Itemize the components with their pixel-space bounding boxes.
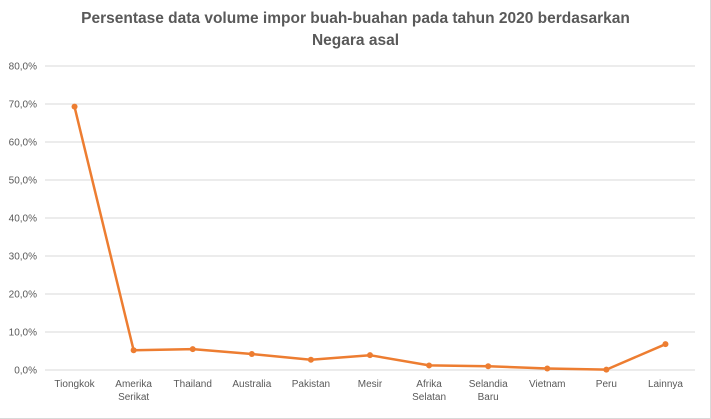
chart-title: Persentase data volume impor buah-buahan… xyxy=(0,8,711,52)
data-point xyxy=(662,341,669,348)
x-tick-label: Australia xyxy=(232,379,271,390)
series-line xyxy=(71,103,669,373)
x-tick-label: Afrika Selatan xyxy=(412,379,446,403)
series-line-path xyxy=(73,105,667,371)
y-tick-label: 30,0% xyxy=(9,252,37,263)
y-tick-label: 10,0% xyxy=(9,328,37,339)
x-tick-label: Tiongkok xyxy=(54,379,95,390)
y-tick-label: 40,0% xyxy=(9,214,37,225)
y-tick-label: 80,0% xyxy=(9,62,37,73)
x-axis-ticks: Tiongkok Amerika Serikat Thailand Australia P… xyxy=(54,379,683,403)
y-tick-label: 50,0% xyxy=(9,176,37,187)
x-tick-label: Selandia Baru xyxy=(469,379,508,403)
data-point xyxy=(485,363,492,370)
x-tick-label: Vietnam xyxy=(529,379,566,390)
y-tick-label: 0,0% xyxy=(14,366,37,377)
y-axis-ticks: 0,0% 10,0% 20,0% 30,0% 40,0% 50,0% 60,0% 70,0% 8… xyxy=(9,62,37,377)
data-point xyxy=(130,347,137,354)
data-point xyxy=(307,356,314,363)
gridlines xyxy=(45,65,695,371)
data-point xyxy=(367,352,373,359)
x-tick-label: Amerika Serikat xyxy=(115,379,152,403)
y-tick-label: 60,0% xyxy=(9,138,37,149)
y-tick-label: 20,0% xyxy=(9,290,37,301)
chart-title-line-2: Negara asal xyxy=(311,32,400,49)
data-point xyxy=(71,103,78,110)
x-tick-label: Peru xyxy=(596,379,617,390)
data-point xyxy=(426,362,433,369)
x-tick-label: Lainnya xyxy=(648,379,683,390)
data-point xyxy=(544,365,551,372)
data-point xyxy=(189,346,196,353)
data-point xyxy=(603,366,610,373)
data-point xyxy=(248,351,255,358)
y-tick-label: 70,0% xyxy=(9,100,37,111)
chart-title-line-1: Persentase data volume impor buah-buahan… xyxy=(81,10,630,27)
x-tick-label: Thailand xyxy=(174,379,212,390)
x-tick-label: Pakistan xyxy=(292,379,330,390)
x-tick-label: Mesir xyxy=(358,379,383,390)
